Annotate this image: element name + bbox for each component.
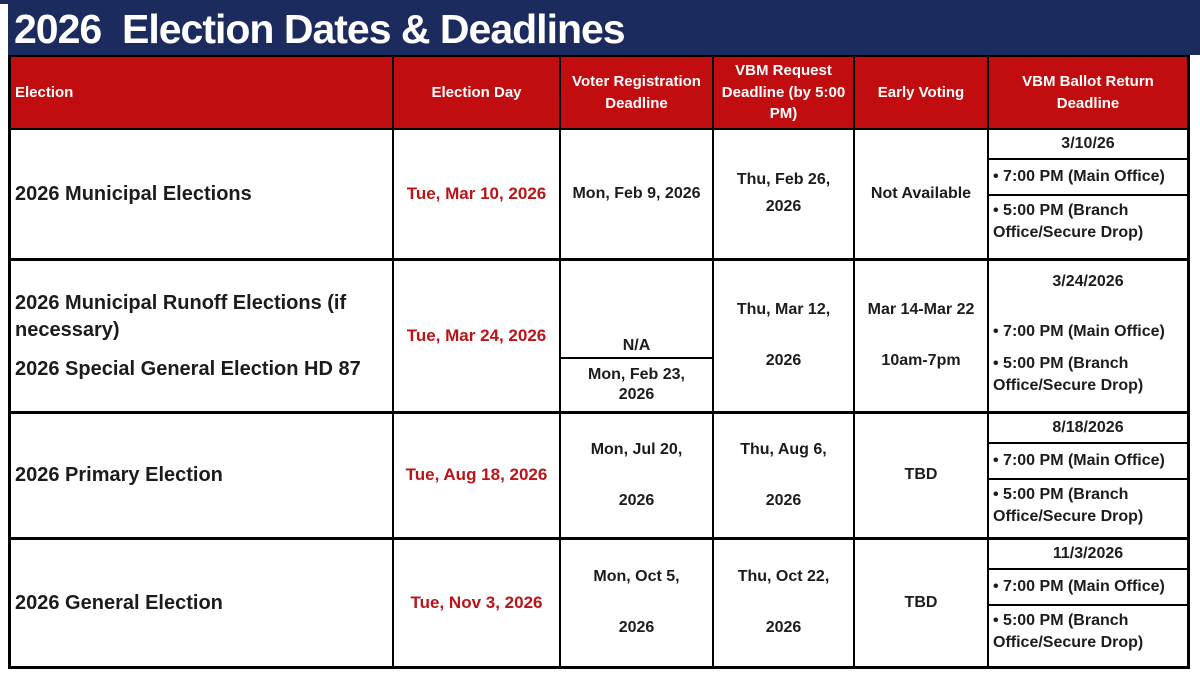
header-cell-vbm-request: VBM Request Deadline (by 5:00 PM) (714, 57, 855, 128)
cell-line: Mon, Feb 23, (588, 366, 685, 383)
header-cell-election-day: Election Day (394, 57, 561, 128)
table-row: 2026 Municipal Elections Tue, Mar 10, 20… (11, 130, 1187, 261)
cell-election-day: Tue, Mar 10, 2026 (394, 130, 561, 258)
cell-vbm-return: 3/24/2026 • 7:00 PM (Main Office) • 5:00… (989, 261, 1187, 411)
vbm-return-bullet-branch: • 5:00 PM (Branch Office/Secure Drop) (993, 486, 1144, 526)
page-title: 2026 Election Dates & Deadlines (14, 6, 626, 52)
cell-vbm-request: Thu, Aug 6, 2026 (714, 414, 855, 537)
cell-vbm-return: 8/18/2026 • 7:00 PM (Main Office) • 5:00… (989, 414, 1187, 537)
table-row: 2026 Primary Election Tue, Aug 18, 2026 … (11, 414, 1187, 540)
cell-election-day: Tue, Aug 18, 2026 (394, 414, 561, 537)
cell-early-voting: Mar 14-Mar 22 10am-7pm (855, 261, 989, 411)
vbm-return-bullet-branch: • 5:00 PM (Branch Office/Secure Drop) (993, 202, 1144, 242)
cell-line: Thu, Mar 12, (736, 301, 831, 319)
cell-line: Not Available (870, 184, 972, 202)
cell-vbm-return: 3/10/26 • 7:00 PM (Main Office) • 5:00 P… (989, 130, 1187, 258)
cell-vbm-request: Thu, Mar 12, 2026 (714, 261, 855, 411)
vbm-return-bullet-main: • 7:00 PM (Main Office) (989, 160, 1187, 196)
voter-registration-na: N/A (561, 261, 712, 359)
cell-line: Mar 14-Mar 22 (867, 301, 975, 319)
cell-voter-registration: Mon, Feb 9, 2026 (561, 130, 714, 258)
election-name: 2026 Municipal Runoff Elections (if nece… (15, 291, 347, 341)
vbm-return-date: 3/24/2026 (1052, 273, 1124, 290)
cell-election-day: Tue, Mar 24, 2026 (394, 261, 561, 411)
vbm-return-date: 8/18/2026 (989, 414, 1187, 444)
cell-line: 2026 (765, 491, 802, 509)
election-name: 2026 Special General Election HD 87 (15, 357, 361, 380)
table-row: 2026 Municipal Runoff Elections (if nece… (11, 261, 1187, 414)
vbm-return-bullet-main: • 7:00 PM (Main Office) (989, 444, 1187, 480)
cell-early-voting: TBD (855, 414, 989, 537)
cell-line: Mon, Jul 20, (590, 440, 683, 458)
cell-line: TBD (904, 593, 938, 611)
cell-early-voting: TBD (855, 540, 989, 666)
cell-line: 2026 (618, 386, 655, 403)
cell-vbm-return: 11/3/2026 • 7:00 PM (Main Office) • 5:00… (989, 540, 1187, 666)
cell-line: 2026 (618, 619, 655, 636)
election-name: 2026 Primary Election (15, 464, 223, 486)
cell-election: 2026 General Election (11, 540, 394, 666)
cell-voter-registration: N/A Mon, Feb 23, 2026 (561, 261, 714, 411)
table-header-row: Election Election Day Voter Registration… (11, 57, 1187, 130)
cell-line: Thu, Oct 22, (737, 568, 830, 586)
cell-vbm-request: Thu, Oct 22, 2026 (714, 540, 855, 666)
vbm-return-bullet-branch: • 5:00 PM (Branch Office/Secure Drop) (993, 355, 1144, 395)
cell-line: Mon, Feb 9, 2026 (572, 184, 701, 202)
cell-election: 2026 Municipal Elections (11, 130, 394, 258)
header-cell-early-voting: Early Voting (855, 57, 989, 128)
cell-line: 2026 (618, 491, 655, 509)
cell-election: 2026 Primary Election (11, 414, 394, 537)
cell-voter-registration: Mon, Oct 5, 2026 (561, 540, 714, 666)
cell-line: 2026 (765, 198, 802, 215)
vbm-return-date: 11/3/2026 (989, 540, 1187, 570)
header-cell-voter-registration: Voter Registration Deadline (561, 57, 714, 128)
elections-table: Election Election Day Voter Registration… (8, 55, 1190, 669)
vbm-return-bullet-main: • 7:00 PM (Main Office) (993, 323, 1165, 340)
top-navy-strip (0, 0, 1200, 4)
cell-voter-registration: Mon, Jul 20, 2026 (561, 414, 714, 537)
page-title-bar: 2026 Election Dates & Deadlines (8, 4, 1200, 55)
header-cell-vbm-return: VBM Ballot Return Deadline (989, 57, 1187, 128)
cell-line: 2026 (765, 619, 802, 636)
vbm-return-bullet-branch: • 5:00 PM (Branch Office/Secure Drop) (993, 612, 1144, 652)
election-name: 2026 Municipal Elections (15, 182, 252, 205)
cell-early-voting: Not Available (855, 130, 989, 258)
cell-vbm-request: Thu, Feb 26, 2026 (714, 130, 855, 258)
election-name: 2026 General Election (15, 591, 223, 614)
cell-election-day: Tue, Nov 3, 2026 (394, 540, 561, 666)
cell-line: TBD (904, 466, 938, 484)
table-row: 2026 General Election Tue, Nov 3, 2026 M… (11, 540, 1187, 666)
cell-line: Thu, Feb 26, (736, 171, 831, 189)
cell-line: 10am-7pm (881, 352, 961, 369)
cell-line: 2026 (765, 352, 802, 369)
voter-registration-date: Mon, Feb 23, 2026 (561, 359, 712, 411)
cell-line: Thu, Aug 6, (740, 440, 827, 458)
cell-election: 2026 Municipal Runoff Elections (if nece… (11, 261, 394, 411)
header-cell-election: Election (11, 57, 394, 128)
cell-line: Mon, Oct 5, (593, 568, 680, 586)
vbm-return-date: 3/10/26 (989, 130, 1187, 160)
vbm-return-bullet-main: • 7:00 PM (Main Office) (989, 570, 1187, 606)
